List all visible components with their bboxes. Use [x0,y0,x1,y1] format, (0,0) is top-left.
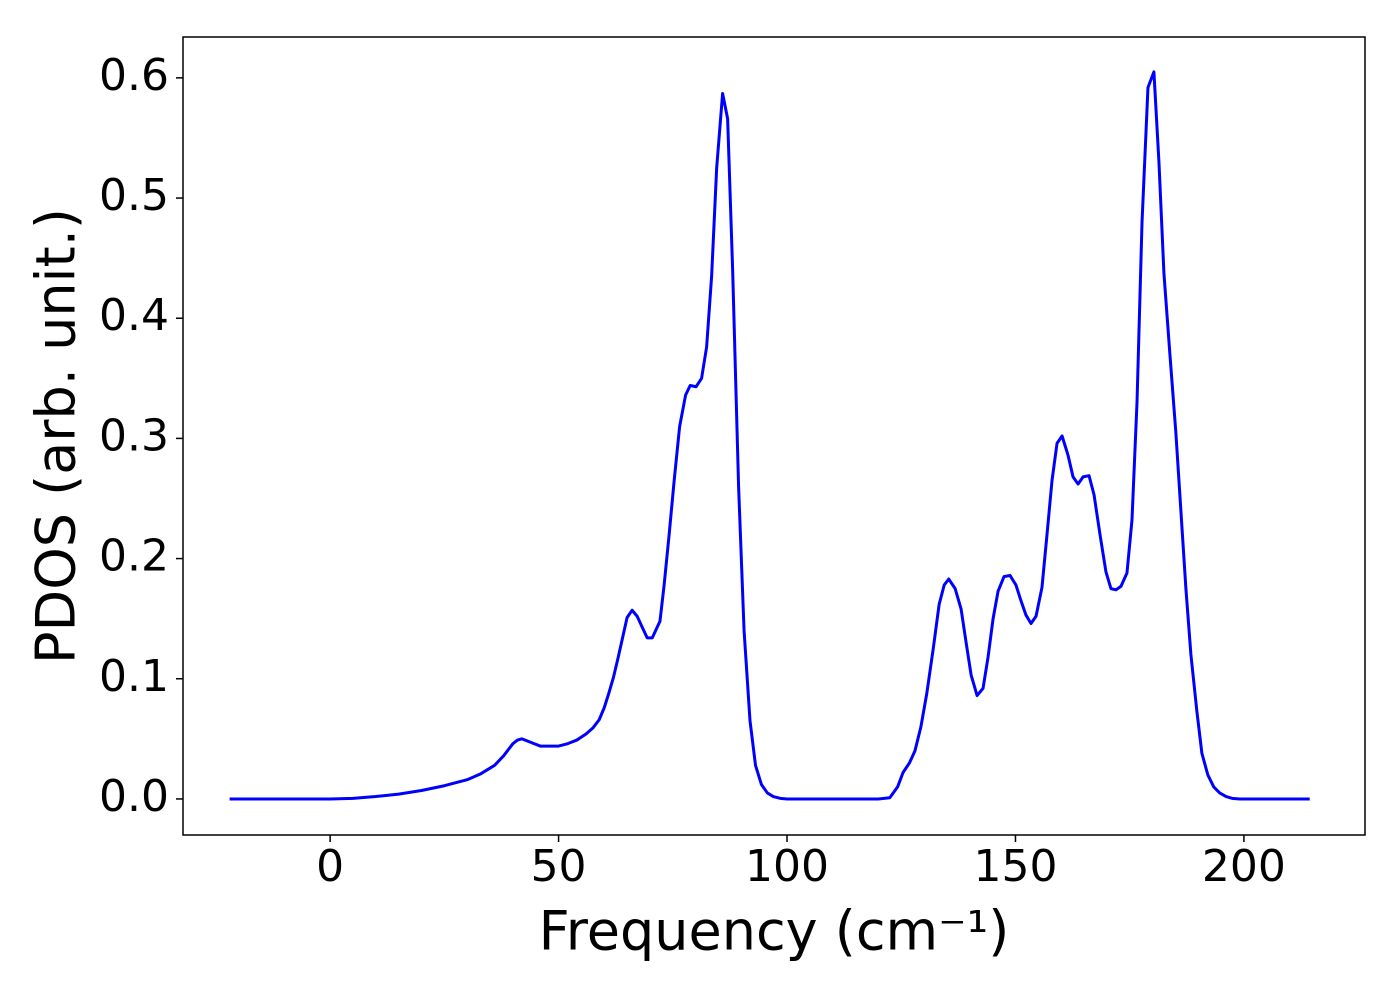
x-tick-label: 100 [745,841,829,892]
x-axis-label: Frequency (cm⁻¹) [539,900,1010,963]
x-tick-label: 50 [531,841,587,892]
line-series [229,70,1310,801]
y-tick-label: 0.6 [99,50,169,101]
y-tick-label: 0.4 [99,290,169,341]
y-tick-label: 0.1 [99,651,169,702]
plot-frame [182,36,1366,836]
x-tick-label: 0 [316,841,344,892]
x-tick-label: 200 [1202,841,1286,892]
y-tick-label: 0.2 [99,531,169,582]
y-tick-label: 0.0 [99,771,169,822]
y-tick-label: 0.5 [99,170,169,221]
x-tick-label: 150 [973,841,1057,892]
y-tick-label: 0.3 [99,410,169,461]
y-axis-label: PDOS (arb. unit.) [25,208,88,664]
